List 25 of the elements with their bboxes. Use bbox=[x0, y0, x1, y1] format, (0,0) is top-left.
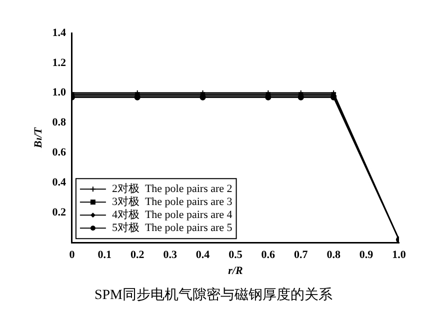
y-tick-label: 0.2 bbox=[52, 206, 66, 218]
y-tick-label: 0.4 bbox=[52, 176, 66, 189]
y-tick-label: 0.6 bbox=[52, 146, 66, 159]
x-tick-label: 0.7 bbox=[294, 249, 308, 262]
legend-label: 3对极 The pole pairs are 3 bbox=[112, 194, 233, 208]
y-tick-label: 1.2 bbox=[52, 56, 66, 69]
x-tick-label: 0.2 bbox=[130, 249, 145, 262]
x-tick-label: 0.1 bbox=[98, 249, 112, 262]
x-tick-label: 0.5 bbox=[228, 249, 243, 262]
legend-label: 5对极 The pole pairs are 5 bbox=[112, 220, 233, 234]
legend-label: 2对极 The pole pairs are 2 bbox=[112, 182, 232, 195]
x-tick-label: 0.4 bbox=[196, 249, 210, 262]
y-axis-title: Bₗ/T bbox=[32, 126, 44, 149]
x-tick-label: 0.9 bbox=[359, 249, 374, 262]
x-tick-label: 0.8 bbox=[326, 249, 341, 262]
x-tick-label: 0.6 bbox=[261, 249, 276, 262]
x-tick-label: 0.3 bbox=[163, 249, 178, 262]
y-tick-label: 1.0 bbox=[52, 86, 66, 99]
text: SPM同步电机气隙密与磁钢厚度的关系 bbox=[93, 286, 334, 304]
y-tick-label: 1.4 bbox=[52, 26, 66, 39]
y-tick-label: 0.8 bbox=[52, 116, 66, 129]
x-axis-title: r/R bbox=[228, 265, 243, 278]
legend-label: 4对极 The pole pairs are 4 bbox=[112, 208, 233, 221]
x-tick-label: 1.0 bbox=[392, 249, 406, 262]
x-tick-label: 0 bbox=[69, 249, 76, 262]
